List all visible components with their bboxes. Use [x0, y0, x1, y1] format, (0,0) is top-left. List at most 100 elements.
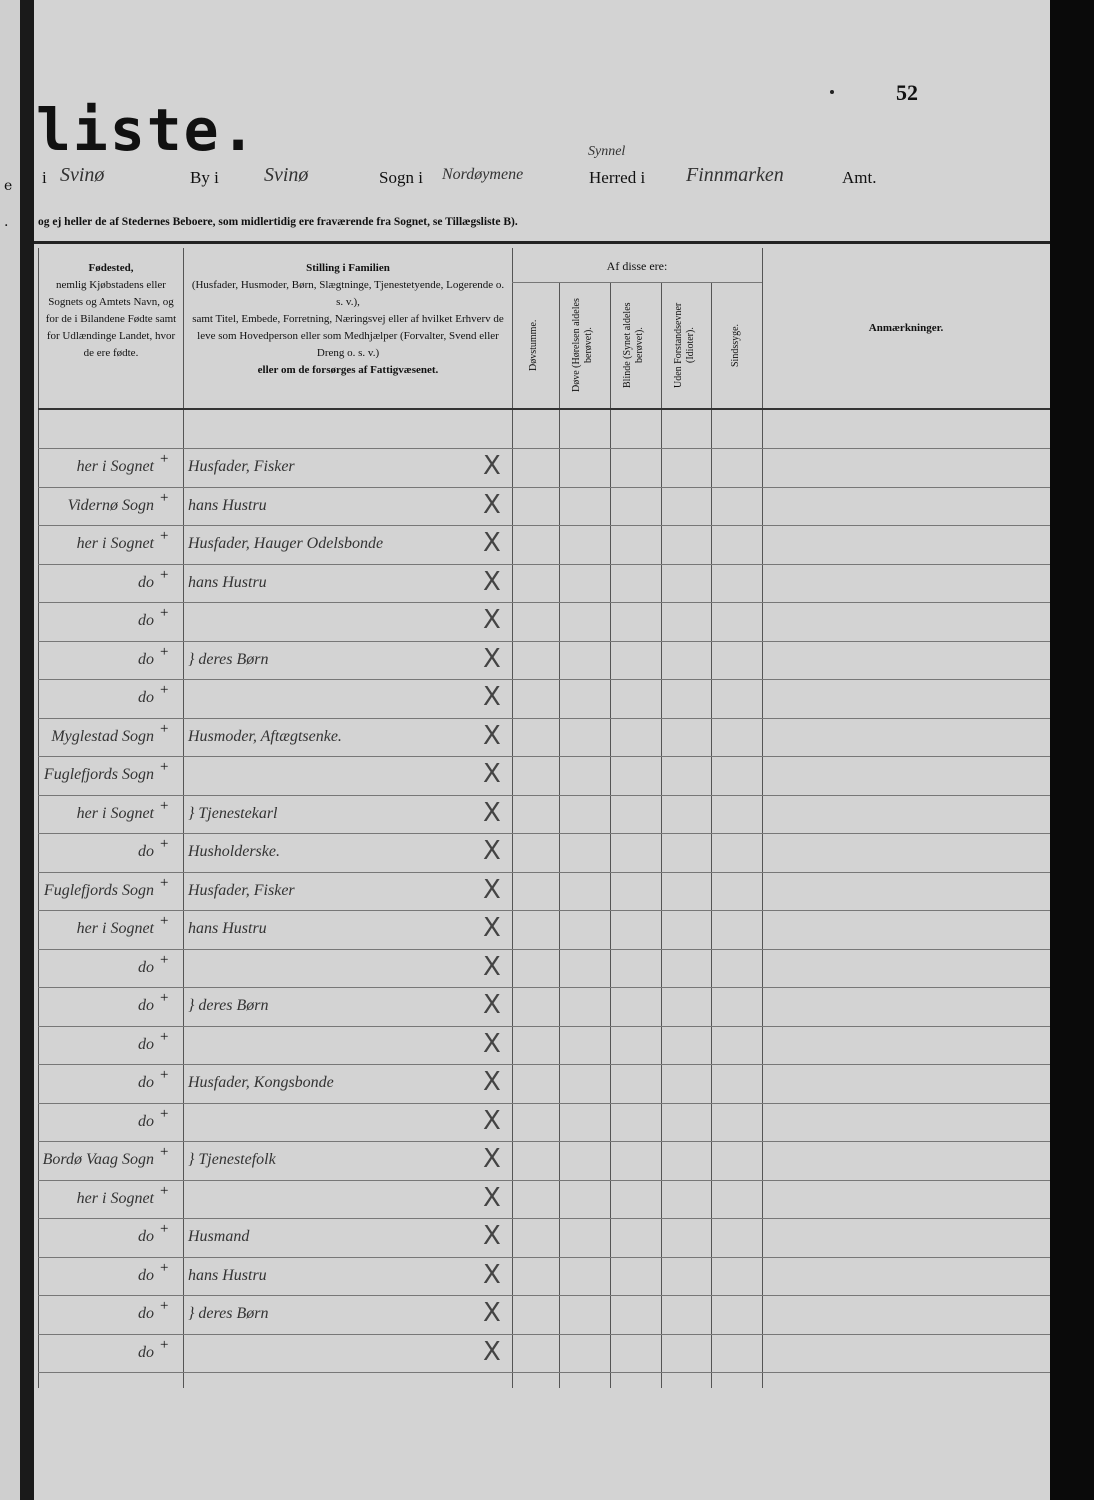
position-header-title: Stilling i Familien: [306, 262, 390, 274]
birthplace-header-text: nemlig Kjøbstadens eller Sognets og Amte…: [45, 279, 177, 359]
blind-header: Blinde (Synet aldeles berøvet).: [622, 302, 645, 389]
sogn-value: Svinø: [264, 164, 309, 186]
cross-mark: +: [160, 720, 169, 737]
deaf-mute-header: Døvstumme.: [528, 319, 539, 372]
table-row: do + X: [38, 602, 1050, 640]
cross-mark: +: [160, 566, 169, 583]
position-cell: hans Hustru: [188, 1266, 267, 1284]
birthplace-cell: do: [138, 958, 154, 976]
birthplace-cell: her i Sognet: [76, 804, 154, 822]
birthplace-cell: do: [138, 997, 154, 1014]
x-mark: X: [483, 759, 501, 789]
row-line: [38, 602, 1050, 603]
cross-mark: +: [160, 1067, 169, 1083]
table-row: Myglestad Sogn + Husmoder, Aftægtsenke. X: [38, 718, 1050, 756]
row-line: [38, 1141, 1050, 1142]
birthplace-cell: Vidernø Sogn: [67, 496, 154, 514]
x-mark: X: [483, 1067, 501, 1097]
cross-mark: +: [160, 990, 169, 1006]
table-row: do + Husholderske. X: [38, 833, 1050, 871]
row-line: [38, 1064, 1050, 1065]
table-row: do + X: [38, 1334, 1050, 1372]
prev-page-fragment: e: [4, 178, 13, 194]
column-divider: [762, 248, 763, 1388]
birthplace-cell: her i Sognet: [76, 458, 154, 475]
position-cell: hans Hustru: [188, 573, 267, 591]
birthplace-cell: do: [138, 1112, 154, 1130]
birthplace-cell: her i Sognet: [76, 535, 154, 552]
table-row: Fuglefjords Sogn + Husfader, Fisker X: [38, 872, 1050, 910]
position-cell: Husfader, Fisker: [188, 458, 295, 475]
herred-value: Nordøymene: [442, 166, 524, 183]
row-line: [38, 756, 1050, 757]
position-cell: } Tjenestekarl: [188, 804, 278, 822]
position-header: Stilling i Familien (Husfader, Husmoder,…: [190, 260, 506, 379]
birthplace-cell: Myglestad Sogn: [51, 727, 154, 745]
row-line: [38, 948, 1050, 950]
cross-mark: +: [160, 759, 169, 775]
cross-mark: +: [160, 951, 169, 968]
cross-mark: +: [160, 1182, 169, 1199]
x-mark: X: [483, 1221, 501, 1251]
birthplace-cell: do: [138, 573, 154, 591]
row-line: [38, 1218, 1050, 1219]
x-mark: X: [483, 643, 501, 674]
idiot-header: Uden Forstandsevner (Idioter).: [673, 302, 696, 389]
x-mark: X: [483, 1105, 501, 1136]
table-row: her i Sognet + Husfader, Hauger Odelsbonde…: [38, 525, 1050, 563]
row-line: [38, 1025, 1050, 1027]
position-cell: } Tjenestefolk: [188, 1151, 276, 1168]
column-divider: [183, 248, 184, 1388]
row-line: [38, 871, 1050, 873]
cross-mark: +: [160, 913, 169, 929]
table-row: her i Sognet + X: [38, 1180, 1050, 1218]
cross-mark: +: [160, 1298, 169, 1314]
position-cell: Husfader, Fisker: [188, 881, 295, 899]
table-row: do + hans Hustru X: [38, 1257, 1050, 1295]
cross-mark: +: [160, 605, 169, 621]
cross-mark: +: [160, 1221, 169, 1237]
birthplace-cell: Fuglefjords Sogn: [43, 881, 154, 899]
header-bottom-rule: [38, 408, 1050, 410]
birthplace-cell: do: [138, 1074, 154, 1091]
birthplace-cell: Fuglefjords Sogn: [43, 766, 154, 783]
column-divider: [661, 282, 662, 1388]
amt-value: Finnmarken: [686, 164, 784, 186]
x-mark: X: [483, 1144, 501, 1174]
deaf-header: Døve (Hørelsen aldeles berøvet).: [571, 298, 594, 393]
x-mark: X: [483, 451, 501, 481]
page-title: liste.: [36, 96, 258, 164]
birthplace-cell: do: [138, 1035, 154, 1053]
table-row: do + hans Hustru X: [38, 564, 1050, 602]
cross-mark: +: [160, 1105, 169, 1122]
instruction-note: og ej heller de af Stedernes Beboere, so…: [38, 216, 518, 228]
birthplace-cell: do: [138, 1305, 154, 1322]
cross-mark: +: [160, 1144, 169, 1160]
ink-dot: [830, 90, 834, 94]
insane-header: Sindssyge.: [730, 323, 741, 368]
by-value: Svinø: [60, 164, 105, 186]
birthplace-header-title: Fødested,: [88, 262, 134, 274]
cross-mark: +: [160, 1336, 169, 1353]
row-line: [38, 1179, 1050, 1181]
row-line: [38, 1333, 1050, 1335]
x-mark: X: [483, 1298, 501, 1328]
position-header-text: (Husfader, Husmoder, Børn, Slægtninge, T…: [191, 279, 505, 308]
x-mark: X: [483, 990, 501, 1020]
column-divider: [559, 282, 560, 1388]
column-divider: [512, 248, 513, 1388]
column-divider: [38, 248, 39, 1388]
row-line: [38, 679, 1050, 680]
table-row: Fuglefjords Sogn + X: [38, 756, 1050, 794]
position-cell: Husmoder, Aftægtsenke.: [188, 727, 342, 745]
table-row: do + X: [38, 679, 1050, 717]
cross-mark: +: [160, 489, 169, 506]
header-divider: [512, 282, 762, 283]
position-cell: Husmand: [188, 1228, 250, 1245]
x-mark: X: [483, 874, 501, 905]
position-cell: } deres Børn: [188, 997, 269, 1014]
position-cell: Husfader, Kongsbonde: [188, 1074, 334, 1091]
row-line: [38, 448, 1050, 449]
table-row: do +} deres Børn X: [38, 641, 1050, 679]
x-mark: X: [483, 528, 501, 558]
